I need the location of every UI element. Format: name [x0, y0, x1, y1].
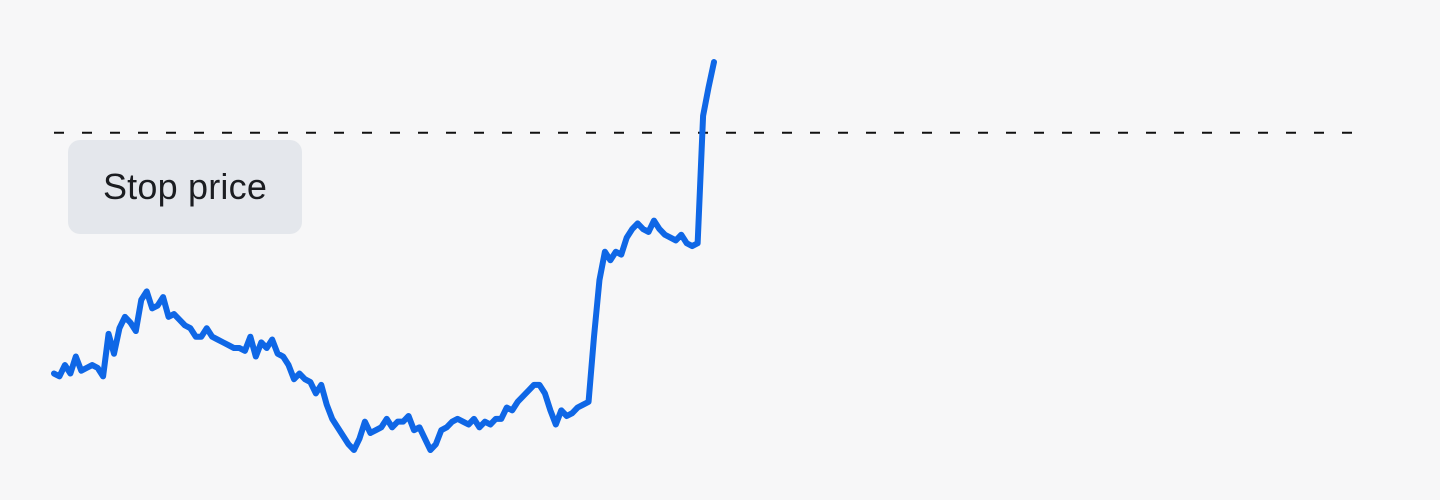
stop-price-label: Stop price — [68, 140, 302, 234]
price-series-line — [54, 62, 714, 450]
